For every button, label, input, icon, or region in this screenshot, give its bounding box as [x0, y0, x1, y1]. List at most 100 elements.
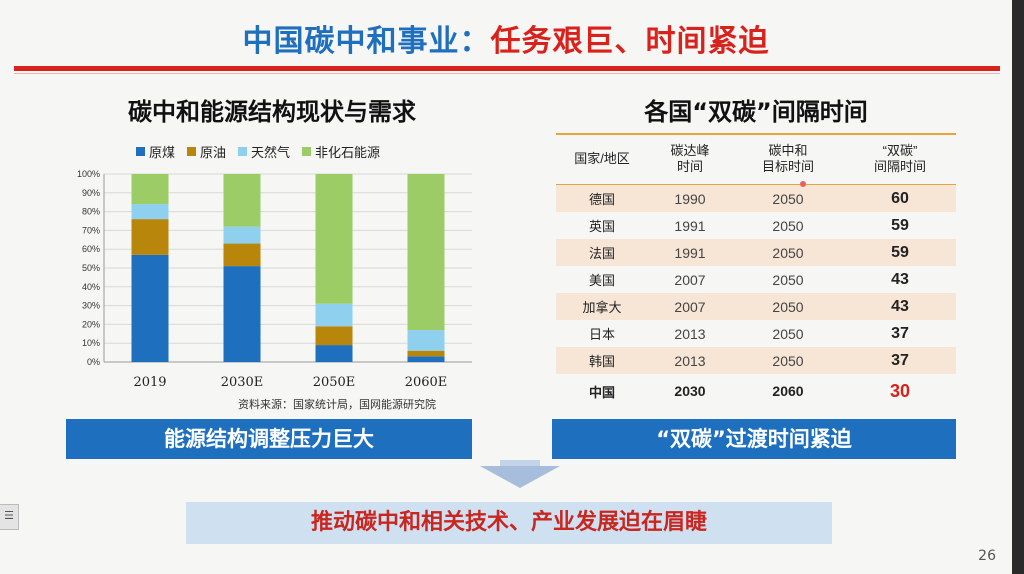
slide-title-part1: 中国碳中和事业： — [242, 24, 491, 59]
chart-section-title: 碳中和能源结构现状与需求 — [128, 98, 416, 126]
bar-segment — [407, 174, 445, 331]
y-tick-label: 90% — [82, 188, 100, 198]
table-cell: 法国 — [556, 239, 648, 266]
table-cell: 2030 — [674, 383, 706, 399]
conclusion-box: 推动碳中和相关技术、产业发展迫在眉睫 — [186, 502, 832, 544]
slide-title: 中国碳中和事业：任务艰巨、时间紧迫 — [0, 16, 1012, 60]
table-cell: 2050 — [772, 271, 804, 288]
table-header-cell: 碳中和 目标时间 — [732, 134, 844, 185]
table-cell: 2050 — [772, 325, 804, 342]
table-cell: 2060 — [772, 383, 804, 399]
bar-segment — [131, 254, 169, 362]
title-divider-thin — [14, 73, 1000, 74]
side-menu-button[interactable]: ☰ — [0, 504, 19, 530]
table-section-title: 各国“双碳”间隔时间 — [644, 98, 868, 126]
table-cell: 60 — [843, 184, 956, 212]
table-row: 韩国 2013 2050 37 — [556, 347, 956, 374]
table-row: 德国 1990 2050 60 — [556, 184, 956, 212]
table-cell: 美国 — [588, 273, 615, 288]
table-cell: 30 — [889, 380, 910, 401]
legend-label: 原煤 — [149, 146, 176, 161]
x-tick-label: 2050E — [313, 375, 356, 390]
bar-segment — [131, 219, 169, 255]
table-cell: 43 — [891, 270, 909, 288]
table-cell: 1991 — [648, 239, 732, 266]
table-cell: 韩国 — [556, 347, 648, 374]
legend-label: 非化石能源 — [315, 146, 381, 161]
x-tick-label: 2030E — [221, 375, 264, 390]
table-cell: 2013 — [674, 325, 706, 342]
page-number: 26 — [978, 548, 996, 564]
y-tick-label: 10% — [82, 338, 100, 348]
bar-segment — [131, 174, 169, 205]
table-cell: 2050 — [732, 239, 844, 266]
bar-segment — [315, 345, 353, 362]
table-cell: 2050 — [732, 347, 844, 374]
slide-title-part2: 任务艰巨、时间紧迫 — [490, 24, 770, 59]
bar-segment — [223, 243, 261, 267]
carbon-gap-table: 国家/地区 碳达峰 时间 碳中和 目标时间 “双碳” 间隔时间 德国 1990 2050 60 英国… — [556, 134, 956, 408]
bar-segment — [407, 356, 445, 362]
legend-swatch — [187, 147, 197, 156]
table-cell: 37 — [843, 347, 956, 374]
y-tick-label: 0% — [87, 357, 100, 367]
table-cell: 加拿大 — [556, 293, 648, 320]
legend-item: 非化石能源 — [302, 142, 380, 161]
table-cell: 德国 — [556, 184, 648, 212]
legend-item: 原油 — [187, 142, 226, 161]
y-tick-label: 100% — [77, 169, 100, 179]
y-tick-label: 40% — [82, 282, 100, 292]
legend-item: 天然气 — [238, 142, 290, 161]
bar-segment — [407, 330, 445, 351]
legend-swatch — [302, 147, 312, 156]
table-cell: 2050 — [732, 184, 844, 212]
stacked-bar-chart: 0% 10% 20% 30% 40% 50% 60% 70% 80% 90% 100% 2019 203… — [77, 169, 472, 390]
pointer-dot — [800, 181, 806, 187]
table-row: 英国 1991 2050 59 — [556, 212, 956, 239]
legend-label: 原油 — [200, 146, 227, 161]
table-cell: 2050 — [732, 293, 844, 320]
bar-segment — [407, 350, 445, 357]
table-cell: 37 — [891, 324, 909, 342]
table-header-cell: 碳达峰 时间 — [648, 134, 732, 185]
y-tick-label: 60% — [82, 244, 100, 254]
bar-segment — [223, 266, 261, 362]
table-row: 法国 1991 2050 59 — [556, 239, 956, 266]
table-cell: 2013 — [648, 347, 732, 374]
table-cell: 59 — [891, 216, 909, 234]
bar-segment — [315, 303, 353, 327]
table-header-cell: “双碳” 间隔时间 — [843, 134, 956, 185]
x-tick-label: 2060E — [405, 375, 448, 390]
y-tick-label: 30% — [82, 301, 100, 311]
y-tick-label: 50% — [82, 263, 100, 273]
window-edge — [1012, 0, 1024, 574]
table-row: 美国 2007 2050 43 — [556, 266, 956, 293]
table-cell: 1991 — [674, 217, 706, 234]
legend-swatch — [136, 147, 145, 156]
title-divider — [14, 66, 1000, 71]
bar-segment — [315, 174, 353, 304]
chart-source-note: 资料来源：国家统计局，国网能源研究院 — [238, 398, 436, 411]
bar-segment — [223, 174, 261, 227]
table-header-row: 国家/地区 碳达峰 时间 碳中和 目标时间 “双碳” 间隔时间 — [556, 134, 956, 185]
down-arrow-stem — [500, 460, 540, 468]
table-cell: 59 — [843, 239, 956, 266]
table-cell: 1990 — [648, 184, 732, 212]
table-row: 加拿大 2007 2050 43 — [556, 293, 956, 320]
right-banner: “双碳”过渡时间紧迫 — [552, 419, 956, 459]
left-banner: 能源结构调整压力巨大 — [66, 419, 472, 459]
table-cell: 43 — [843, 293, 956, 320]
y-tick-label: 20% — [82, 319, 100, 329]
chart-legend: 原煤 原油 天然气 非化石能源 — [136, 142, 380, 161]
table-cell: 2007 — [674, 271, 706, 288]
bar-segment — [131, 204, 169, 220]
legend-swatch — [238, 147, 248, 156]
x-tick-label: 2019 — [133, 375, 166, 390]
legend-label: 天然气 — [251, 146, 291, 161]
table-cell: 2007 — [648, 293, 732, 320]
table-cell: 中国 — [588, 384, 615, 400]
y-tick-label: 80% — [82, 207, 100, 217]
table-row: 日本 2013 2050 37 — [556, 320, 956, 347]
y-tick-label: 70% — [82, 225, 100, 235]
